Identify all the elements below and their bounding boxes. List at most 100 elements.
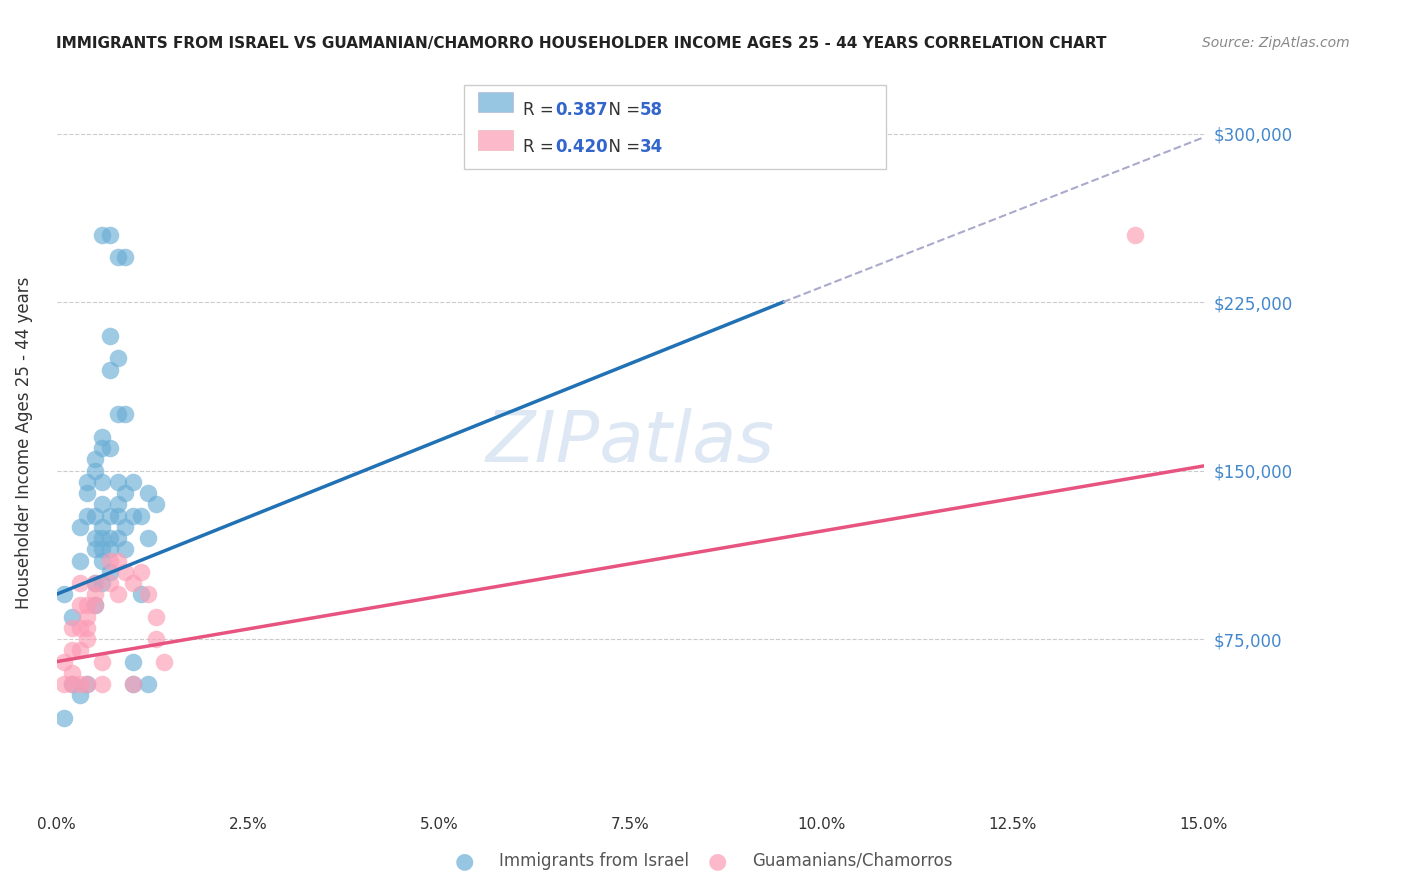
Text: ●: ● (707, 851, 727, 871)
Text: R =: R = (523, 138, 560, 156)
Point (107, 508, 129, 523)
Text: ●: ● (454, 851, 474, 871)
Point (69, 599, 91, 613)
Point (83, 464, 105, 478)
Point (76, 599, 98, 613)
Point (83, 576, 105, 591)
Text: Guamanians/Chamorros: Guamanians/Chamorros (752, 852, 953, 870)
Point (53, 655, 76, 669)
Point (98, 576, 121, 591)
Point (152, 655, 174, 669)
Point (122, 655, 145, 669)
Text: N =: N = (598, 138, 645, 156)
Point (91, 497, 114, 511)
Point (98, 227, 121, 242)
Point (83, 576, 105, 591)
Point (138, 587, 160, 601)
Point (114, 486, 136, 500)
Point (91, 227, 114, 242)
Point (1123, 227, 1146, 242)
Text: 0.387: 0.387 (555, 101, 607, 119)
Point (145, 609, 167, 624)
Point (107, 250, 129, 264)
Point (69, 621, 91, 635)
Point (83, 587, 105, 601)
Point (76, 632, 98, 647)
Point (83, 542, 105, 557)
Point (145, 497, 167, 511)
Point (60, 643, 83, 657)
Point (91, 475, 114, 489)
Text: Source: ZipAtlas.com: Source: ZipAtlas.com (1202, 36, 1350, 50)
Point (107, 587, 129, 601)
Point (60, 677, 83, 691)
Point (138, 531, 160, 545)
Point (69, 520, 91, 534)
Point (98, 553, 121, 567)
Point (53, 711, 76, 725)
Point (76, 621, 98, 635)
Point (83, 599, 105, 613)
Point (60, 677, 83, 691)
Point (98, 328, 121, 343)
Point (98, 565, 121, 579)
Point (138, 486, 160, 500)
Point (60, 609, 83, 624)
Point (107, 475, 129, 489)
Text: N =: N = (598, 101, 645, 119)
Point (53, 587, 76, 601)
Point (91, 677, 114, 691)
Point (122, 677, 145, 691)
Point (114, 250, 136, 264)
Point (122, 576, 145, 591)
Y-axis label: Householder Income Ages 25 - 44 years: Householder Income Ages 25 - 44 years (15, 277, 32, 608)
Point (76, 475, 98, 489)
Point (107, 351, 129, 366)
Point (129, 508, 152, 523)
Point (76, 677, 98, 691)
Point (107, 408, 129, 422)
Point (114, 565, 136, 579)
Point (91, 542, 114, 557)
Point (91, 441, 114, 455)
Text: Immigrants from Israel: Immigrants from Israel (499, 852, 689, 870)
Point (98, 531, 121, 545)
Point (83, 508, 105, 523)
Point (98, 441, 121, 455)
Point (98, 508, 121, 523)
Point (122, 508, 145, 523)
Point (69, 677, 91, 691)
Text: 58: 58 (640, 101, 662, 119)
Text: ZIPatlas: ZIPatlas (485, 408, 775, 477)
Point (76, 609, 98, 624)
Text: 34: 34 (640, 138, 664, 156)
Point (145, 632, 167, 647)
Point (107, 531, 129, 545)
Point (138, 677, 160, 691)
Point (60, 665, 83, 680)
Point (129, 587, 152, 601)
Point (98, 362, 121, 376)
Point (107, 497, 129, 511)
Point (98, 542, 121, 557)
Point (114, 520, 136, 534)
Point (53, 677, 76, 691)
Point (69, 689, 91, 703)
Point (69, 553, 91, 567)
Text: R =: R = (523, 101, 560, 119)
Point (107, 553, 129, 567)
Point (91, 553, 114, 567)
Point (91, 655, 114, 669)
Point (69, 643, 91, 657)
Point (114, 542, 136, 557)
Point (91, 576, 114, 591)
Point (91, 520, 114, 534)
Point (83, 599, 105, 613)
Point (76, 508, 98, 523)
Point (83, 452, 105, 467)
Text: IMMIGRANTS FROM ISRAEL VS GUAMANIAN/CHAMORRO HOUSEHOLDER INCOME AGES 25 - 44 YEA: IMMIGRANTS FROM ISRAEL VS GUAMANIAN/CHAM… (56, 36, 1107, 51)
Point (122, 475, 145, 489)
Point (122, 677, 145, 691)
Point (129, 565, 152, 579)
Point (114, 408, 136, 422)
